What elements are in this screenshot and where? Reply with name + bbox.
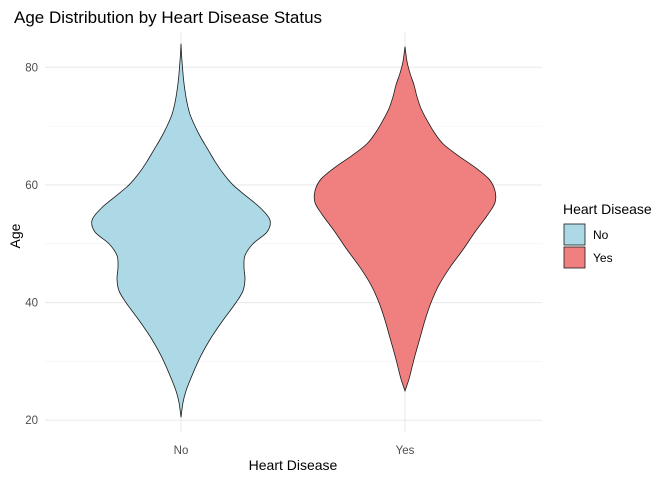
violin-yes <box>313 46 497 393</box>
violins <box>91 43 497 418</box>
x-tick-label: No <box>174 445 189 457</box>
legend-key-yes <box>563 246 586 269</box>
y-tick-label: 40 <box>25 298 38 310</box>
legend: Heart Disease No Yes <box>563 201 652 269</box>
y-axis-title: Age <box>7 223 23 248</box>
y-axis-ticks: 20 40 60 80 <box>25 62 38 427</box>
violin-no <box>91 43 271 418</box>
legend-label-no: No <box>593 228 609 242</box>
x-axis-title: Heart Disease <box>249 457 338 473</box>
chart-title: Age Distribution by Heart Disease Status <box>14 8 322 27</box>
legend-label-yes: Yes <box>593 251 613 265</box>
legend-key-no <box>563 223 586 246</box>
x-axis-ticks: No Yes <box>174 445 415 457</box>
y-tick-label: 20 <box>25 415 38 427</box>
y-tick-label: 60 <box>25 180 38 192</box>
legend-title: Heart Disease <box>563 201 652 217</box>
y-tick-label: 80 <box>25 62 38 74</box>
x-tick-label: Yes <box>396 445 415 457</box>
